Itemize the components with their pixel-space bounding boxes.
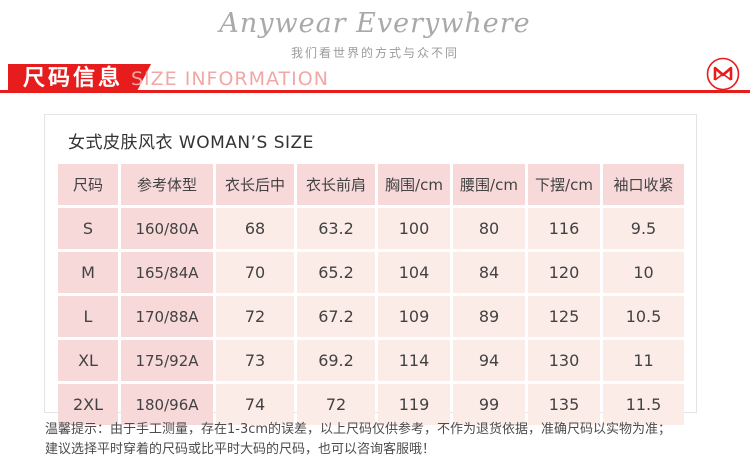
section-title-cn: 尺码信息	[8, 64, 151, 93]
cell-bust: 119	[378, 384, 450, 425]
measurement-notes: 温馨提示：由于手工测量，存在1-3cm的误差，以上尺码仅供参考，不作为退货依据，…	[45, 420, 735, 460]
brand-header: Anywear Everywhere 我们看世界的方式与众不同	[0, 0, 750, 61]
note-line-1: 温馨提示：由于手工测量，存在1-3cm的误差，以上尺码仅供参考，不作为退货依据，…	[45, 422, 672, 437]
cell-body-type: 160/80A	[121, 208, 213, 249]
size-chart-title: 女式皮肤风衣 WOMAN’S SIZE	[68, 133, 314, 153]
size-table-header-row: 尺码 参考体型 衣长后中 衣长前肩 胸围/cm 腰围/cm 下摆/cm 袖口收紧	[58, 164, 684, 205]
cell-hem: 135	[528, 384, 600, 425]
table-row: S 160/80A 68 63.2 100 80 116 9.5	[58, 208, 684, 249]
table-row: M 165/84A 70 65.2 104 84 120 10	[58, 252, 684, 293]
cell-waist: 80	[453, 208, 525, 249]
note-line-2: 建议选择平时穿着的尺码或比平时大码的尺码，也可以咨询客服哦！	[45, 442, 436, 457]
cell-size: L	[58, 296, 118, 337]
cell-bust: 104	[378, 252, 450, 293]
col-header-bust: 胸围/cm	[378, 164, 450, 205]
size-chart-panel: 女式皮肤风衣 WOMAN’S SIZE 尺码 参考体型 衣长后中 衣长前肩 胸围…	[44, 114, 697, 425]
cell-size: 2XL	[58, 384, 118, 425]
cell-hem: 116	[528, 208, 600, 249]
cell-front-length: 69.2	[297, 340, 375, 381]
cell-bust: 100	[378, 208, 450, 249]
cell-size: XL	[58, 340, 118, 381]
table-row: XL 175/92A 73 69.2 114 94 130 11	[58, 340, 684, 381]
cell-cuff: 10	[603, 252, 684, 293]
m-bow-logo-icon	[705, 56, 741, 92]
cell-cuff: 9.5	[603, 208, 684, 249]
cell-size: S	[58, 208, 118, 249]
col-header-back-length: 衣长后中	[216, 164, 294, 205]
col-header-waist: 腰围/cm	[453, 164, 525, 205]
cell-size: M	[58, 252, 118, 293]
cell-waist: 84	[453, 252, 525, 293]
cell-front-length: 65.2	[297, 252, 375, 293]
cell-back-length: 70	[216, 252, 294, 293]
banner-divider-line	[0, 90, 750, 93]
cell-cuff: 11	[603, 340, 684, 381]
col-header-hem: 下摆/cm	[528, 164, 600, 205]
cell-front-length: 63.2	[297, 208, 375, 249]
cell-back-length: 72	[216, 296, 294, 337]
cell-back-length: 74	[216, 384, 294, 425]
cell-front-length: 67.2	[297, 296, 375, 337]
cell-bust: 109	[378, 296, 450, 337]
cell-body-type: 165/84A	[121, 252, 213, 293]
cell-waist: 94	[453, 340, 525, 381]
size-table: 尺码 参考体型 衣长后中 衣长前肩 胸围/cm 腰围/cm 下摆/cm 袖口收紧…	[55, 161, 687, 428]
cell-body-type: 175/92A	[121, 340, 213, 381]
section-title-en: SIZE INFORMATION	[131, 68, 329, 90]
cell-hem: 120	[528, 252, 600, 293]
cell-waist: 99	[453, 384, 525, 425]
col-header-cuff: 袖口收紧	[603, 164, 684, 205]
cell-body-type: 180/96A	[121, 384, 213, 425]
cell-back-length: 73	[216, 340, 294, 381]
cell-hem: 130	[528, 340, 600, 381]
table-row: L 170/88A 72 67.2 109 89 125 10.5	[58, 296, 684, 337]
cell-cuff: 11.5	[603, 384, 684, 425]
cell-body-type: 170/88A	[121, 296, 213, 337]
cell-waist: 89	[453, 296, 525, 337]
cell-back-length: 68	[216, 208, 294, 249]
cell-cuff: 10.5	[603, 296, 684, 337]
col-header-size: 尺码	[58, 164, 118, 205]
cell-front-length: 72	[297, 384, 375, 425]
cell-hem: 125	[528, 296, 600, 337]
col-header-front-length: 衣长前肩	[297, 164, 375, 205]
col-header-body-type: 参考体型	[121, 164, 213, 205]
brand-slogan: 我们看世界的方式与众不同	[290, 46, 459, 60]
brand-logo-text: Anywear Everywhere	[219, 8, 531, 39]
cell-bust: 114	[378, 340, 450, 381]
table-row: 2XL 180/96A 74 72 119 99 135 11.5	[58, 384, 684, 425]
